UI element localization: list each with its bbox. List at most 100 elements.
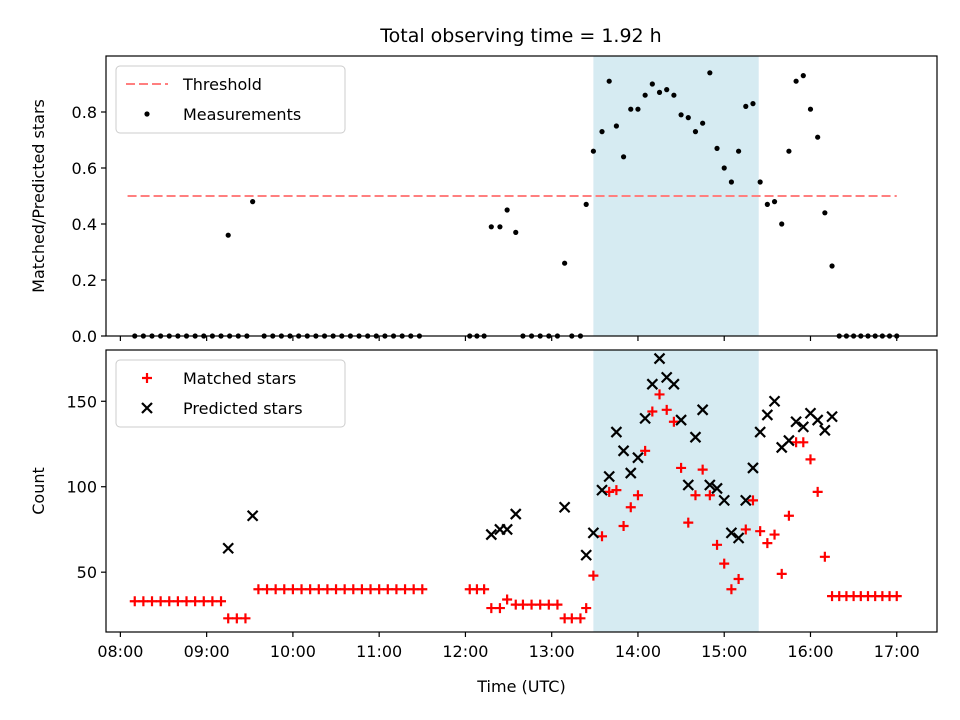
data-point [611,485,622,496]
data-point [624,467,637,479]
data-point [620,154,627,160]
data-point [581,603,592,614]
data-point [617,445,630,457]
data-point [552,599,563,610]
data-point [365,584,376,595]
data-point [155,596,166,607]
data-point [517,599,528,610]
y-axis-label: Count [29,467,48,515]
y-tick-label: 0.6 [72,159,97,178]
data-point [764,201,770,207]
data-point [596,484,608,496]
data-point [692,129,699,135]
data-point [190,596,201,607]
data-point [700,120,706,126]
data-point [793,78,799,84]
data-point [656,89,663,95]
data-point [417,584,428,595]
data-point [497,224,503,230]
data-point [740,524,751,535]
data-point [754,426,766,438]
data-point [683,517,694,528]
data-point [562,260,568,266]
data-point [649,81,655,87]
series-matched-stars [129,389,902,624]
data-point [246,510,259,522]
legend-x-marker [141,402,153,414]
data-point [728,179,735,185]
legend-box [115,359,346,428]
data-point [712,539,723,550]
data-point [725,527,738,539]
data-point [653,352,666,365]
x-tick-label: 17:00 [874,642,920,661]
data-point [750,101,756,107]
data-point [526,599,537,610]
data-point [761,409,774,421]
data-point [391,584,402,595]
data-point [587,527,600,539]
x-tick-label: 09:00 [184,642,230,661]
legend: Threshold Measurements [115,65,346,134]
legend-plus-marker [142,373,152,383]
data-point [207,596,218,607]
x-tick-label: 14:00 [615,642,661,661]
data-point [811,414,824,426]
data-point [231,613,242,624]
data-point [718,494,730,507]
data-point [590,148,596,154]
legend-label: Predicted stars [183,399,303,418]
data-point [714,145,720,151]
data-point [138,596,149,607]
data-point [678,112,684,118]
data-point [270,584,281,595]
data-point [486,603,497,614]
data-point [501,523,513,536]
data-point [575,613,586,624]
data-point [632,451,644,464]
data-point [642,92,648,98]
data-point [504,207,510,213]
data-point [790,416,802,428]
axes-frame [105,349,938,633]
data-point [606,78,612,84]
data-point [798,437,809,448]
y-tick-label: 0.0 [72,327,97,346]
data-point [181,596,192,607]
data-point [339,584,350,595]
y-tick-label: 100 [66,478,97,497]
data-point [147,596,158,607]
data-point [400,584,411,595]
data-point [704,490,715,501]
data-point [776,568,787,579]
data-point [654,389,665,400]
data-point [812,486,823,497]
data-point [566,613,577,624]
data-point [640,445,651,456]
data-point [164,596,175,607]
x-tick-label: 16:00 [787,642,833,661]
data-point [599,129,605,135]
y-tick-label: 0.4 [72,215,97,234]
data-point [891,591,902,602]
data-point [632,490,643,501]
data-point [671,92,677,98]
data-point [509,508,522,520]
data-point [628,106,634,112]
data-point [485,528,498,541]
data-point [479,584,490,595]
data-point [829,263,835,269]
legend-box [115,65,346,134]
data-point [800,73,806,79]
y-tick-label: 50 [77,563,97,582]
data-point [313,584,324,595]
data-point [819,424,831,437]
x-tick-label: 10:00 [270,642,316,661]
data-point [129,596,140,607]
data-point [580,549,592,561]
data-point [735,148,742,154]
data-point [635,106,641,112]
data-point [279,584,290,595]
data-point [726,584,737,595]
